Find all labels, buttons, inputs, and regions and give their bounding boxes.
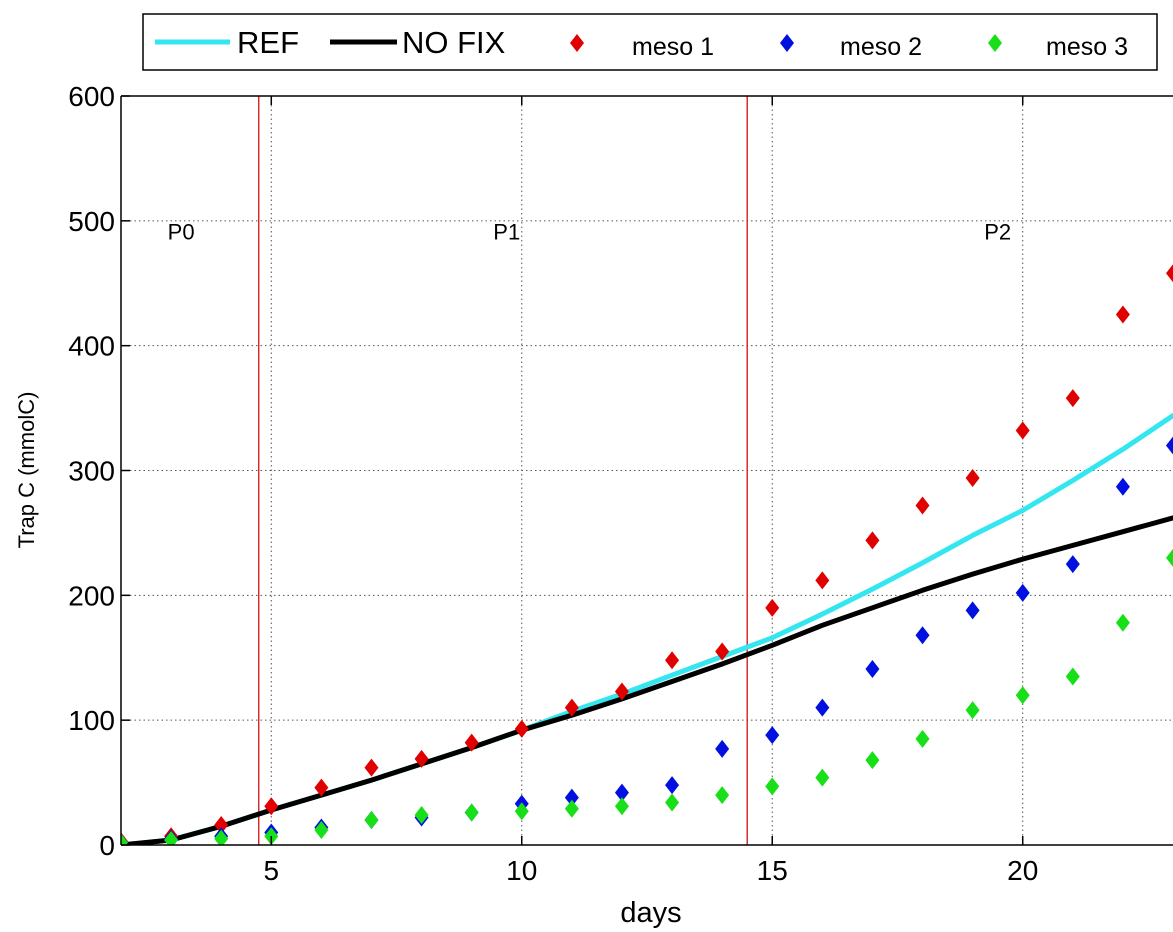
data-point-meso-1 <box>865 531 880 550</box>
data-point-meso-2 <box>1166 436 1173 455</box>
data-point-meso-2 <box>965 601 980 620</box>
data-point-meso-3 <box>1166 548 1173 567</box>
data-point-meso-2 <box>715 739 730 758</box>
data-point-meso-1 <box>364 758 379 777</box>
data-point-meso-1 <box>514 719 529 738</box>
data-point-meso-2 <box>614 783 629 802</box>
data-point-meso-3 <box>965 701 980 720</box>
data-point-meso-3 <box>815 768 830 787</box>
data-point-meso-1 <box>815 571 830 590</box>
data-point-meso-1 <box>1065 389 1080 408</box>
data-point-meso-1 <box>765 598 780 617</box>
data-point-meso-3 <box>564 799 579 818</box>
data-point-meso-2 <box>915 626 930 645</box>
x-tick-label: 10 <box>506 855 537 886</box>
x-tick-label: 5 <box>263 855 279 886</box>
grid <box>121 96 1173 845</box>
data-point-meso-2 <box>1015 583 1030 602</box>
data-point-meso-2 <box>765 726 780 745</box>
data-point-meso-3 <box>915 729 930 748</box>
y-axis-label: Trap C (mmolC) <box>14 392 39 549</box>
data-point-meso-1 <box>715 642 730 661</box>
data-point-meso-1 <box>1015 421 1030 440</box>
phase-boundaries <box>258 96 748 845</box>
phase-labels: P0 P1 P2 <box>168 220 1011 245</box>
data-point-meso-3 <box>121 833 128 845</box>
data-point-meso-3 <box>715 786 730 805</box>
data-point-meso-2 <box>1065 555 1080 574</box>
data-point-meso-1 <box>915 496 930 515</box>
data-point-meso-1 <box>665 651 680 670</box>
series-line-ref <box>121 413 1173 845</box>
series-layer <box>121 264 1173 845</box>
x-axis-label: days <box>620 897 681 929</box>
y-tick-label: 400 <box>68 331 115 362</box>
phase-label: P2 <box>984 220 1011 245</box>
data-point-meso-3 <box>765 777 780 796</box>
x-tick-label: 20 <box>1007 855 1038 886</box>
data-point-meso-3 <box>414 806 429 825</box>
data-point-meso-3 <box>865 751 880 770</box>
series-line-no-fix <box>121 515 1173 845</box>
y-tick-label: 200 <box>68 580 115 611</box>
data-point-meso-2 <box>1115 477 1130 496</box>
data-point-meso-1 <box>464 733 479 752</box>
y-tick-label: 100 <box>68 705 115 736</box>
data-point-meso-1 <box>614 682 629 701</box>
legend-label-ref: REF <box>237 25 299 60</box>
x-axis: 5 10 15 20 <box>263 96 1038 886</box>
legend-label-nofix: NO FIX <box>402 25 506 60</box>
legend-label-meso1: meso 1 <box>632 33 714 61</box>
legend-marker-meso1 <box>570 34 584 52</box>
data-point-meso-3 <box>214 829 229 845</box>
y-tick-label: 0 <box>99 830 115 861</box>
y-axis: 0 100 200 300 400 500 600 <box>68 81 130 861</box>
data-point-meso-2 <box>564 788 579 807</box>
data-point-meso-3 <box>1015 686 1030 705</box>
data-point-meso-1 <box>414 749 429 768</box>
data-point-meso-3 <box>614 797 629 816</box>
phase-label: P1 <box>493 220 520 245</box>
data-point-meso-3 <box>464 803 479 822</box>
legend-marker-meso2 <box>780 34 794 52</box>
data-point-meso-2 <box>865 659 880 678</box>
data-point-meso-1 <box>264 797 279 816</box>
data-point-meso-1 <box>214 816 229 835</box>
legend-marker-meso3 <box>988 34 1002 52</box>
data-point-meso-3 <box>1065 667 1080 686</box>
y-tick-label: 300 <box>68 456 115 487</box>
x-tick-label: 15 <box>757 855 788 886</box>
legend-label-meso3: meso 3 <box>1046 33 1128 61</box>
data-point-meso-3 <box>364 811 379 830</box>
data-point-meso-1 <box>564 698 579 717</box>
legend-box <box>142 13 1158 71</box>
y-tick-label: 500 <box>68 206 115 237</box>
data-point-meso-1 <box>1166 264 1173 283</box>
data-point-meso-3 <box>164 831 179 845</box>
data-point-meso-3 <box>314 821 329 840</box>
data-point-meso-2 <box>665 776 680 795</box>
data-point-meso-3 <box>514 802 529 821</box>
data-point-meso-3 <box>665 793 680 812</box>
data-point-meso-1 <box>314 778 329 797</box>
data-point-meso-1 <box>1115 305 1130 324</box>
legend: REF NO FIX meso 1 meso 2 meso 3 <box>142 13 1158 71</box>
data-point-meso-1 <box>965 468 980 487</box>
y-tick-label: 600 <box>68 81 115 112</box>
data-point-meso-3 <box>1115 613 1130 632</box>
legend-label-meso2: meso 2 <box>840 33 922 61</box>
data-point-meso-2 <box>815 698 830 717</box>
phase-label: P0 <box>168 220 195 245</box>
